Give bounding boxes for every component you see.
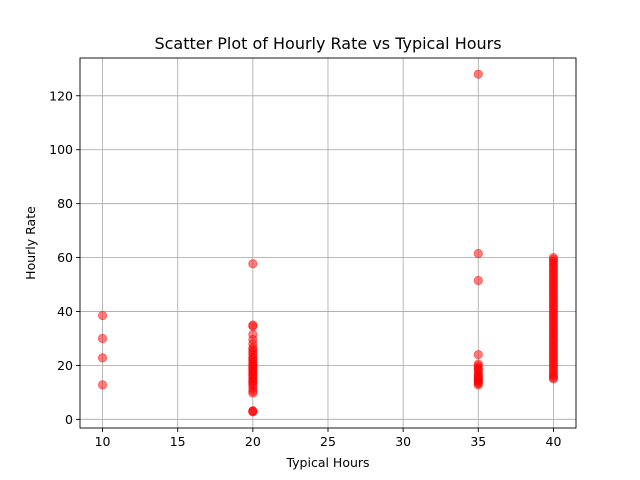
y-axis-label: Hourly Rate	[23, 206, 38, 280]
data-point	[473, 69, 483, 79]
data-point	[97, 310, 108, 321]
x-axis-ticks: 10 15 20 25 30 35 40	[95, 428, 562, 449]
y-tick-label: 100	[49, 142, 73, 157]
data-point	[248, 407, 258, 417]
data-point	[97, 333, 108, 344]
data-point	[97, 353, 108, 363]
y-tick-label: 60	[57, 250, 73, 265]
y-tick-label: 20	[57, 358, 73, 373]
chart-title: Scatter Plot of Hourly Rate vs Typical H…	[154, 34, 501, 53]
y-tick-label: 40	[57, 304, 73, 319]
data-point	[248, 321, 258, 331]
y-tick-label: 0	[65, 412, 73, 427]
x-tick-label: 35	[470, 434, 486, 449]
y-tick-label: 80	[57, 196, 73, 211]
y-axis-ticks: 0 20 40 60 80 100 120	[49, 88, 80, 427]
x-tick-label: 40	[546, 434, 562, 449]
x-tick-label: 10	[95, 434, 111, 449]
x-tick-label: 30	[395, 434, 411, 449]
data-point	[473, 380, 483, 390]
data-point	[97, 380, 108, 390]
data-point	[473, 248, 483, 259]
x-tick-label: 15	[170, 434, 186, 449]
y-tick-label: 120	[49, 88, 73, 103]
data-point	[473, 275, 483, 286]
x-tick-label: 25	[320, 434, 336, 449]
data-point	[548, 374, 559, 384]
x-tick-label: 20	[245, 434, 261, 449]
data-point	[473, 350, 483, 360]
x-axis-label: Typical Hours	[285, 455, 369, 470]
data-point	[248, 388, 258, 398]
data-point	[248, 259, 258, 269]
data-points	[97, 69, 559, 417]
